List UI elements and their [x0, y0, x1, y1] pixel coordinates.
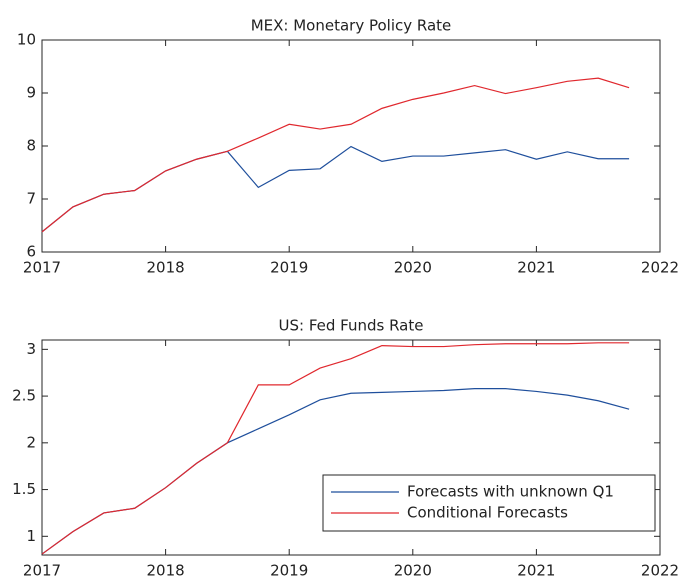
- x-tick-label: 2019: [270, 562, 308, 580]
- series-line: [41, 145, 630, 233]
- chart-title: MEX: Monetary Policy Rate: [251, 17, 452, 35]
- chart-title: US: Fed Funds Rate: [279, 317, 424, 335]
- y-tick-label: 6: [26, 243, 36, 261]
- y-tick-label: 7: [26, 190, 36, 208]
- y-tick-label: 2.5: [12, 387, 36, 405]
- x-tick-label: 2017: [23, 562, 61, 580]
- legend-box: [322, 474, 656, 532]
- y-tick-label: 9: [26, 84, 36, 102]
- legend-label: Conditional Forecasts: [407, 504, 568, 522]
- series-line: [41, 342, 630, 555]
- x-tick-label: 2018: [147, 259, 185, 277]
- series-line: [41, 77, 630, 233]
- x-tick-label: 2020: [394, 562, 432, 580]
- x-tick-label: 2020: [394, 259, 432, 277]
- y-tick-label: 2: [26, 433, 36, 451]
- x-tick-label: 2022: [641, 259, 679, 277]
- y-tick-label: 1.5: [12, 480, 36, 498]
- x-tick-label: 2021: [517, 259, 555, 277]
- y-tick-label: 3: [26, 340, 36, 358]
- y-tick-label: 8: [26, 137, 36, 155]
- x-tick-label: 2022: [641, 562, 679, 580]
- x-tick-label: 2019: [270, 259, 308, 277]
- x-tick-label: 2018: [147, 562, 185, 580]
- y-tick-label: 10: [17, 31, 36, 49]
- legend-label: Forecasts with unknown Q1: [407, 483, 614, 501]
- axes-box: [41, 339, 661, 556]
- x-tick-label: 2017: [23, 259, 61, 277]
- x-tick-label: 2021: [517, 562, 555, 580]
- y-tick-label: 1: [26, 527, 36, 545]
